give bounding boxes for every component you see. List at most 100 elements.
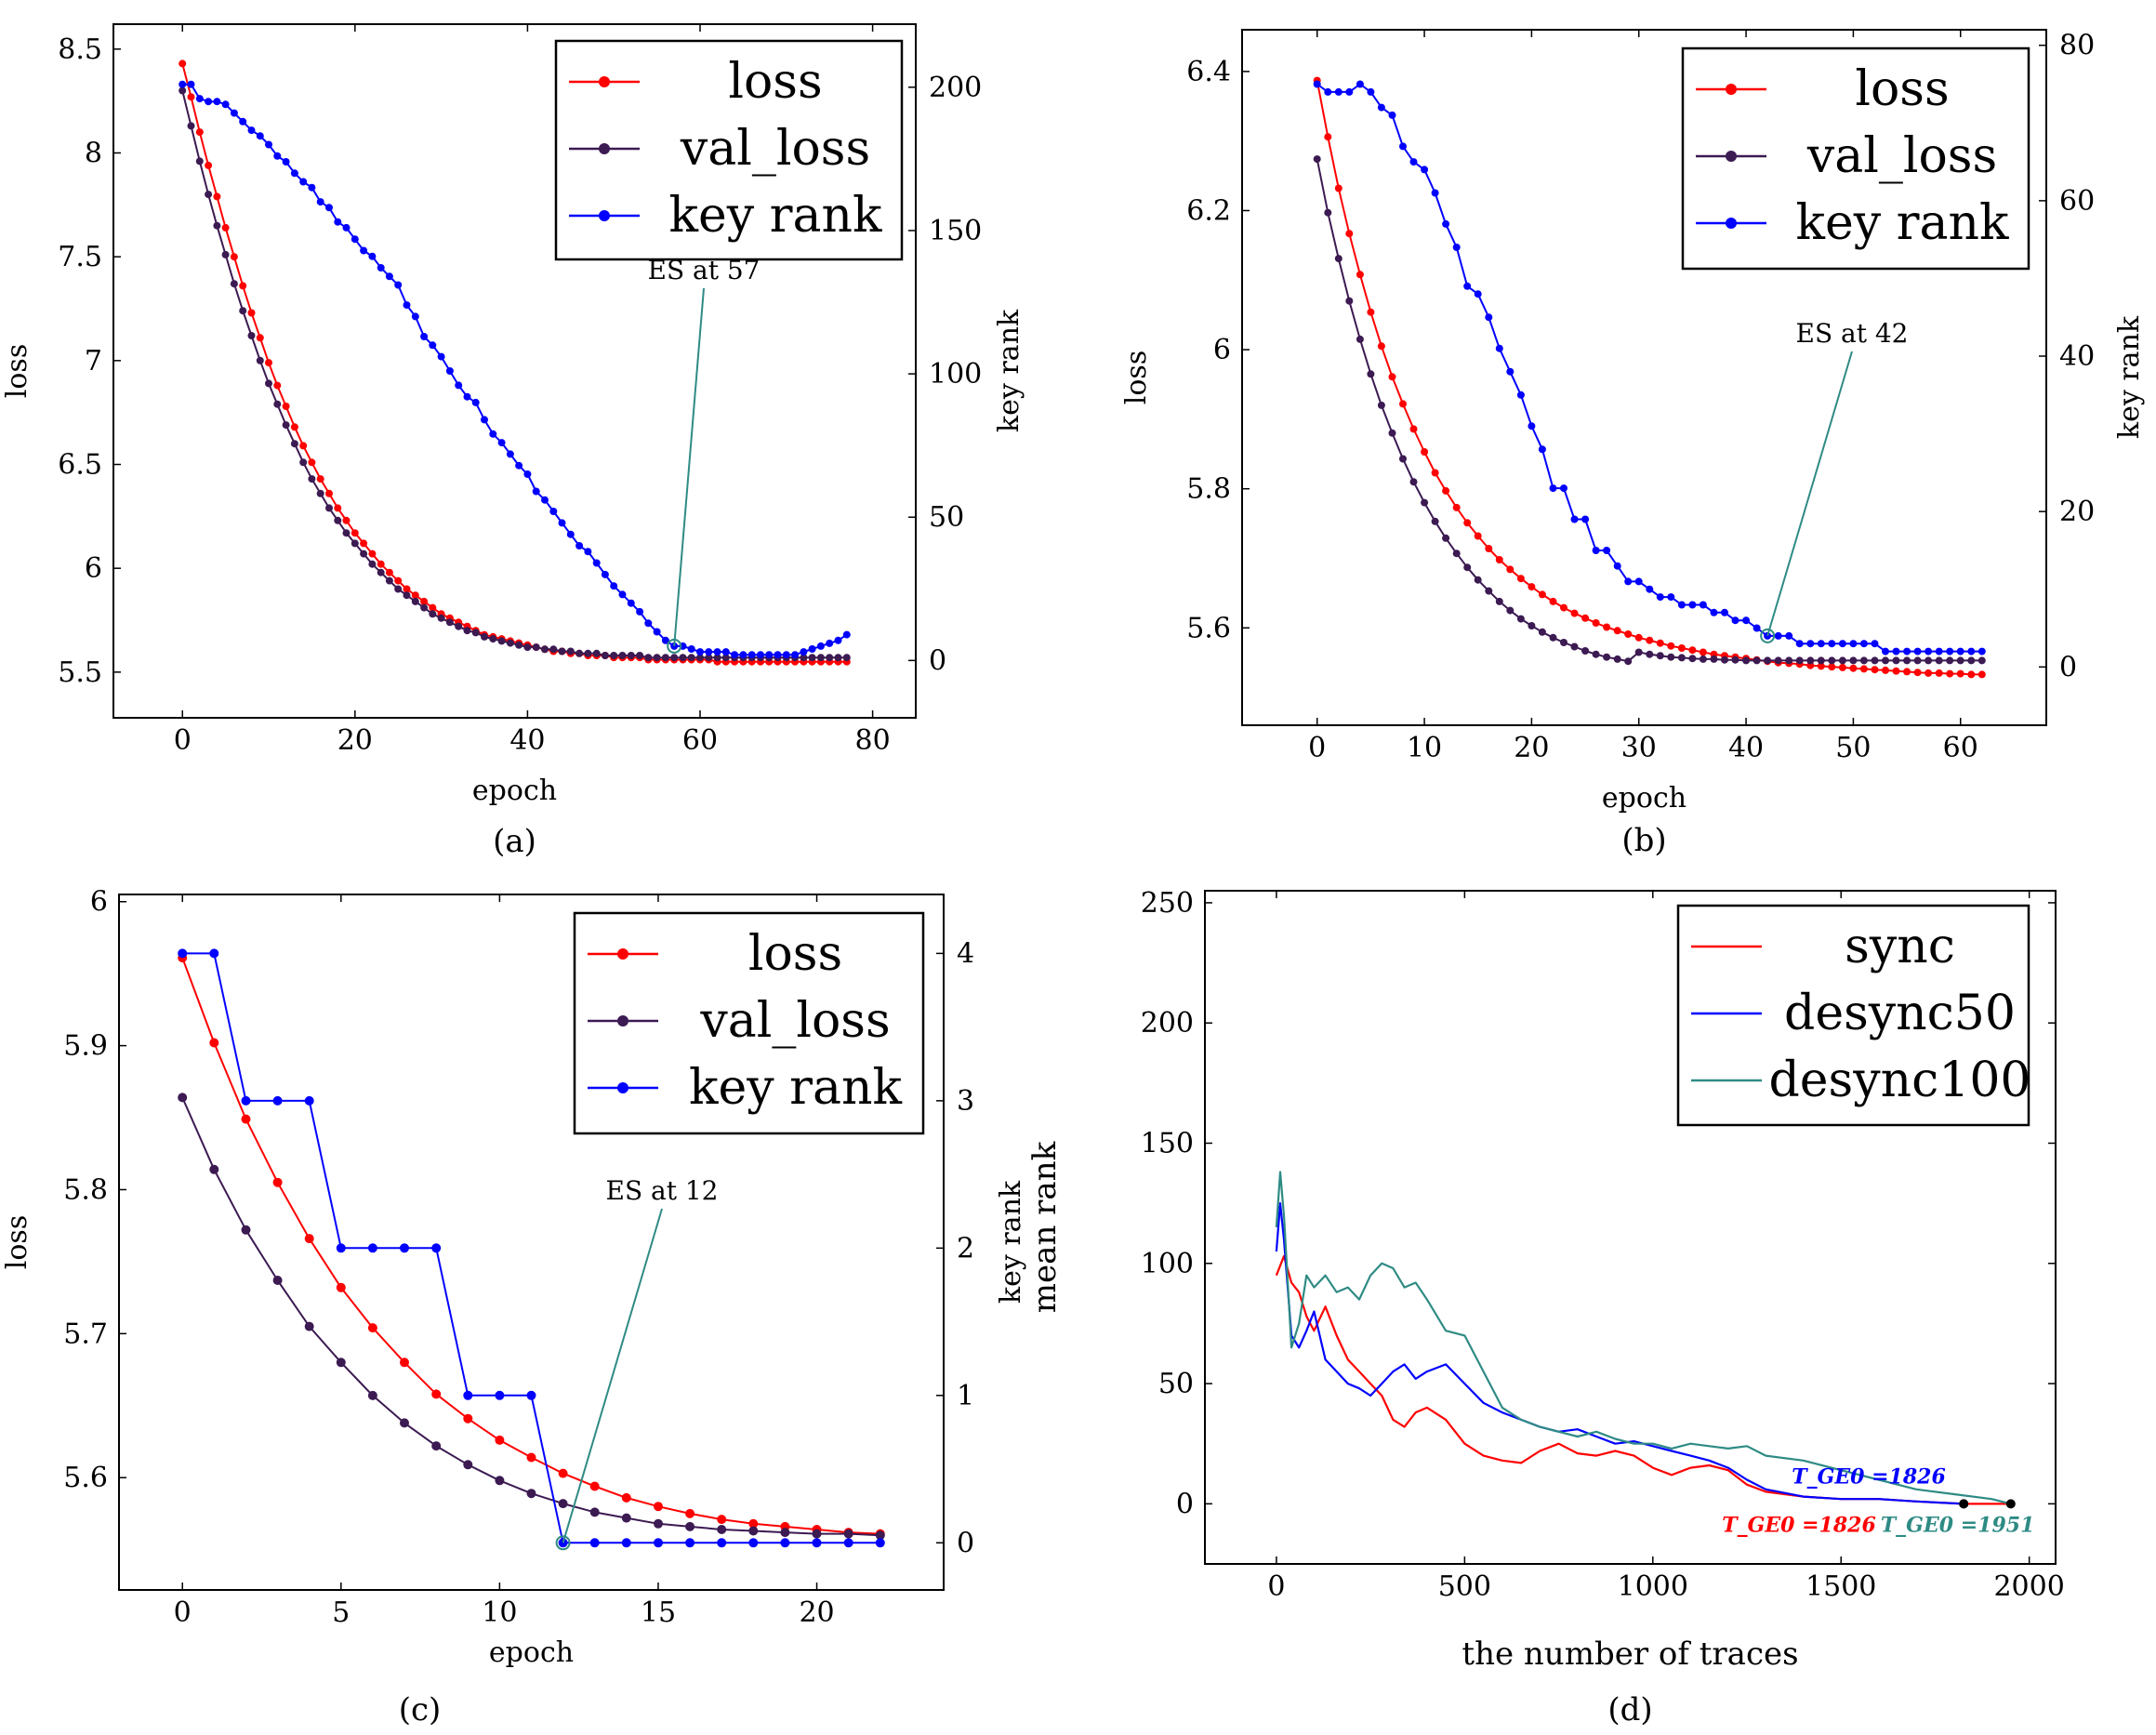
data-point: [621, 1513, 631, 1523]
data-point: [1485, 587, 1493, 595]
data-point: [1324, 87, 1332, 96]
x-tick-label: 1500: [1805, 1570, 1876, 1603]
data-point: [377, 560, 385, 568]
data-point: [1409, 425, 1418, 433]
series-val-loss: [1313, 155, 1986, 666]
data-point: [1817, 640, 1825, 648]
panel-caption: (c): [399, 1691, 442, 1728]
data-point: [463, 1413, 473, 1424]
x-tick-label: 30: [1621, 732, 1657, 764]
data-point: [1399, 142, 1407, 151]
data-point: [205, 161, 213, 169]
data-point: [1474, 290, 1482, 298]
data-point: [532, 487, 540, 496]
data-point: [463, 392, 471, 401]
data-point: [1721, 656, 1728, 664]
data-point: [187, 122, 195, 130]
data-point: [549, 645, 558, 654]
data-point: [1624, 577, 1633, 586]
legend-entry: desync100: [1769, 1053, 2031, 1108]
x-tick-label: 1000: [1618, 1570, 1688, 1603]
data-point: [1570, 609, 1579, 617]
data-point: [385, 576, 393, 585]
data-point: [1592, 619, 1600, 627]
data-point: [394, 281, 403, 289]
chart-panel-2: 0 10 20 30 40 50 60 5.6 5.8 6 6.2 6.4 0 20 40 60 80 epoch…: [1120, 29, 2146, 859]
data-point: [661, 636, 669, 644]
data-point: [360, 246, 368, 255]
data-point: [336, 1282, 346, 1292]
data-point: [282, 403, 290, 410]
y-tick-label: 5.8: [63, 1173, 108, 1206]
data-point: [721, 654, 730, 662]
data-point: [1699, 648, 1707, 656]
data-point: [627, 599, 635, 607]
data-point: [1431, 469, 1439, 477]
data-point: [1935, 647, 1943, 656]
data-point: [589, 1481, 600, 1491]
data-point: [1528, 583, 1536, 591]
data-point: [685, 1521, 695, 1531]
data-point: [342, 516, 351, 524]
data-point: [272, 1177, 283, 1187]
data-point: [1603, 547, 1611, 554]
panel-caption: (d): [1607, 1691, 1652, 1728]
data-point: [1956, 669, 1964, 678]
data-point: [1946, 647, 1954, 656]
data-point: [241, 1225, 251, 1235]
data-point: [1903, 656, 1911, 665]
data-point: [1946, 669, 1954, 678]
data-point: [221, 100, 230, 109]
data-point: [179, 60, 187, 68]
data-point: [437, 614, 445, 622]
data-point: [445, 367, 454, 375]
data-point: [1549, 633, 1557, 642]
data-point: [394, 585, 403, 593]
data-point: [367, 1243, 377, 1253]
data-point: [654, 1502, 663, 1512]
data-point: [621, 1492, 631, 1503]
data-point: [1377, 103, 1385, 112]
es-marker: [555, 1535, 571, 1551]
data-point: [489, 430, 497, 438]
data-point: [717, 1538, 727, 1548]
data-point: [774, 651, 782, 659]
data-point: [1463, 563, 1472, 572]
data-point: [351, 529, 359, 537]
y-tick-label: 8: [85, 137, 102, 169]
data-point: [304, 1321, 314, 1331]
data-point: [247, 126, 256, 135]
legend-swatch-marker: [599, 76, 610, 87]
data-point: [636, 652, 644, 659]
legend-entry: desync50: [1784, 986, 2016, 1041]
data-point: [230, 109, 238, 117]
panel-caption: (b): [1621, 822, 1666, 859]
data-point: [800, 654, 808, 662]
y-tick-label: 200: [1141, 1007, 1194, 1040]
data-point: [1817, 656, 1825, 665]
data-point: [826, 654, 834, 662]
data-point: [239, 117, 247, 126]
data-point: [187, 93, 195, 101]
data-point: [1570, 642, 1579, 651]
data-point: [1452, 503, 1461, 511]
data-point: [808, 645, 816, 653]
data-point: [1806, 656, 1815, 665]
series-key-rank: [178, 948, 885, 1548]
data-point: [1528, 622, 1536, 629]
data-point: [205, 98, 213, 106]
data-point: [304, 1234, 314, 1244]
legend-entry: key rank: [668, 188, 882, 244]
plot-frame: [1241, 29, 2047, 726]
data-point: [1956, 656, 1964, 665]
data-point: [431, 1389, 442, 1399]
data-point: [1345, 87, 1354, 96]
y-axis-label: loss: [1, 344, 33, 398]
data-point: [566, 647, 575, 656]
data-point: [765, 651, 774, 659]
data-point: [377, 568, 385, 576]
data-point: [385, 568, 393, 576]
data-point: [679, 654, 687, 662]
